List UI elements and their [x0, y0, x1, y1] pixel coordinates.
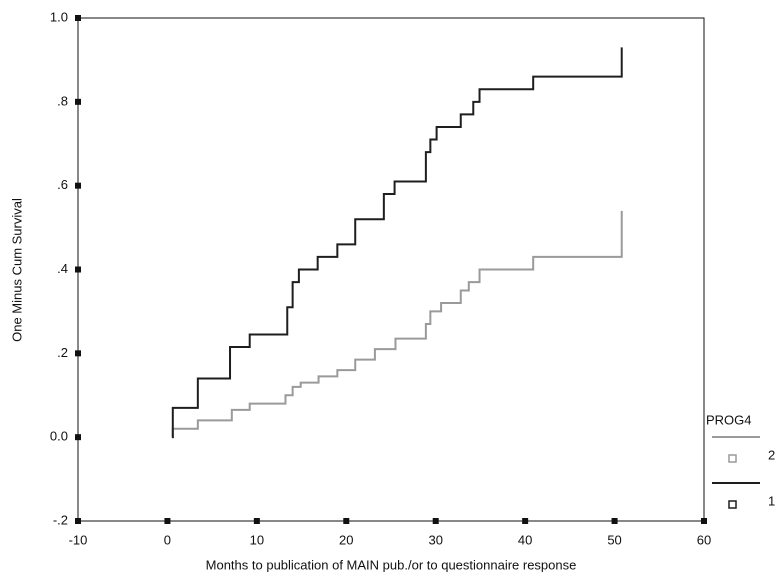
x-tick-label: -10	[69, 532, 88, 547]
y-tick-label: 0.0	[50, 429, 68, 444]
y-tick	[75, 350, 81, 357]
x-tick-label: 30	[428, 532, 442, 547]
y-axis-label: One Minus Cum Survival	[9, 198, 24, 342]
y-tick-label: .4	[57, 261, 68, 276]
x-tick	[701, 518, 707, 524]
y-tick-label: .2	[57, 345, 68, 360]
step-line	[171, 47, 623, 439]
y-tick	[75, 15, 81, 21]
x-tick-label: 10	[250, 532, 264, 547]
y-tick-label: .6	[57, 177, 68, 192]
x-tick-label: 50	[607, 532, 621, 547]
x-tick-label: 40	[518, 532, 532, 547]
step-line	[171, 210, 623, 439]
legend-marker	[728, 500, 737, 509]
legend-title: PROG4	[706, 412, 752, 427]
y-tick	[75, 182, 81, 189]
x-tick	[343, 518, 350, 524]
x-tick	[432, 518, 439, 524]
y-tick-label: .8	[57, 93, 68, 108]
x-tick-label: 0	[164, 532, 171, 547]
legend-marker	[728, 454, 737, 463]
y-tick	[75, 98, 81, 105]
x-axis-label: Months to publication of MAIN pub./or to…	[206, 557, 577, 572]
x-tick	[611, 518, 618, 524]
x-tick	[522, 518, 529, 524]
y-tick-label: -.2	[53, 512, 68, 527]
plot-frame	[77, 17, 705, 522]
x-tick	[75, 518, 81, 524]
legend-label: 2	[768, 447, 775, 462]
y-tick	[75, 434, 81, 441]
y-tick	[75, 266, 81, 273]
y-tick-label: 1.0	[50, 9, 68, 24]
x-tick	[164, 518, 171, 524]
x-tick	[253, 518, 260, 524]
x-tick-label: 60	[697, 532, 711, 547]
legend-label: 1	[768, 493, 775, 508]
x-tick-label: 20	[339, 532, 353, 547]
